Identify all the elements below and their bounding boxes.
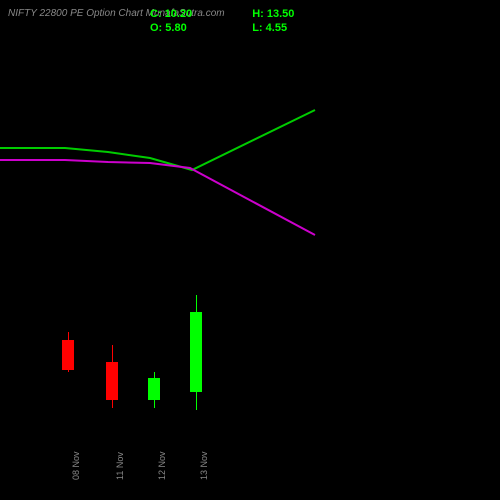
chart-container: NIFTY 22800 PE Option Chart MunafaSutra.… [0,0,500,500]
lines-layer [0,40,500,450]
open-row: O: 5.80 [150,22,192,34]
ohlc-col-1: C: 10.20 O: 5.80 [150,8,192,34]
open-value: 5.80 [165,22,186,34]
high-row: H: 13.50 [252,8,294,20]
x-axis-label: 12 Nov [157,451,167,480]
x-axis-labels: 08 Nov 11 Nov 12 Nov 13 Nov [0,448,500,488]
candle-body [62,340,74,370]
x-axis-label: 08 Nov [71,451,81,480]
low-row: L: 4.55 [252,22,294,34]
candle-body [106,362,118,400]
ohlc-col-2: H: 13.50 L: 4.55 [252,8,294,34]
close-label: C: [150,8,162,20]
low-value: 4.55 [266,22,287,34]
candle-body [190,312,202,392]
close-value: 10.20 [165,8,193,20]
x-axis-label: 13 Nov [199,451,209,480]
candle-body [148,378,160,400]
close-row: C: 10.20 [150,8,192,20]
open-label: O: [150,22,162,34]
ohlc-display: C: 10.20 O: 5.80 H: 13.50 L: 4.55 [150,8,294,34]
high-label: H: [252,8,264,20]
indicator-line-1 [0,160,315,235]
x-axis-label: 11 Nov [115,452,125,480]
high-value: 13.50 [267,8,295,20]
low-label: L: [252,22,262,34]
chart-area [0,40,500,450]
